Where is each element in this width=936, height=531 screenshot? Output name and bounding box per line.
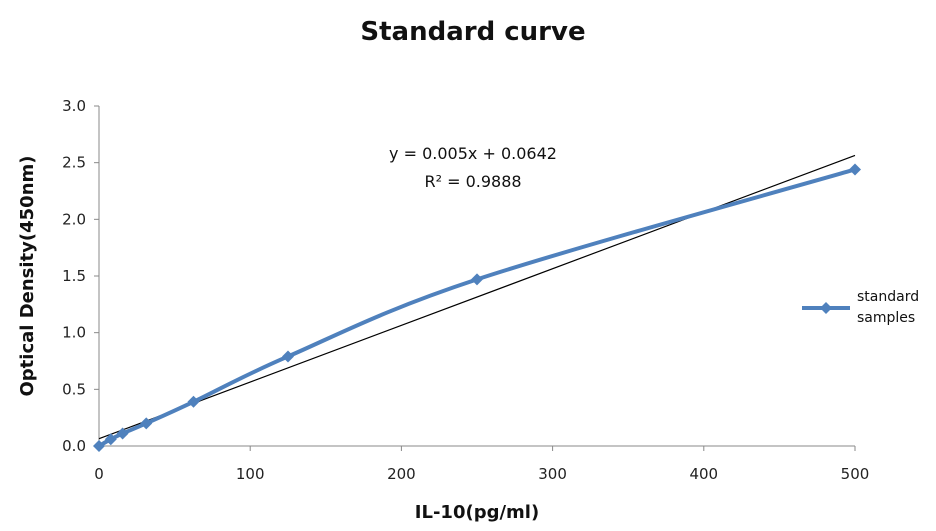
trendline-equation: y = 0.005x + 0.0642	[389, 144, 557, 163]
series-line	[97, 167, 856, 448]
y-ticks: 0.0 0.5 1.0 1.5 2.0 2.5 3.0	[62, 97, 99, 455]
y-tick-label: 2.0	[62, 210, 86, 228]
data-point-marker	[104, 433, 117, 446]
legend-label-line1: standard	[857, 289, 919, 305]
trendline-group	[98, 154, 856, 440]
x-ticks: 0 100 200 300 400 500	[94, 446, 869, 483]
x-tick-label: 100	[236, 465, 265, 483]
y-tick-label: 1.0	[62, 324, 86, 342]
x-tick-label: 400	[689, 465, 718, 483]
legend-swatch-marker	[820, 302, 832, 314]
y-tick-label: 1.5	[62, 267, 86, 285]
x-axis-label: IL-10(pg/ml)	[415, 502, 539, 523]
y-tick-label: 0.5	[62, 380, 86, 398]
legend: standard samples	[802, 289, 919, 326]
data-point-marker	[849, 163, 861, 176]
data-point-marker	[116, 427, 129, 440]
y-axis-label: Optical Density(450nm)	[17, 156, 38, 397]
x-tick-label: 300	[538, 465, 567, 483]
data-point-marker	[471, 273, 483, 286]
y-tick-label: 0.0	[62, 437, 86, 455]
y-tick-label: 3.0	[62, 97, 86, 115]
chart-title: Standard curve	[360, 17, 585, 47]
x-tick-label: 0	[94, 465, 104, 483]
series-group	[93, 163, 861, 452]
data-point-marker	[93, 440, 105, 452]
y-tick-label: 2.5	[62, 154, 86, 172]
x-tick-label: 500	[841, 465, 870, 483]
legend-label-line2: samples	[857, 310, 915, 326]
data-point-marker	[187, 395, 200, 408]
r-squared-label: R² = 0.9888	[424, 172, 521, 191]
data-point-marker	[282, 350, 294, 363]
x-tick-label: 200	[387, 465, 416, 483]
data-point-marker	[140, 417, 153, 430]
linear-trendline	[98, 154, 856, 440]
